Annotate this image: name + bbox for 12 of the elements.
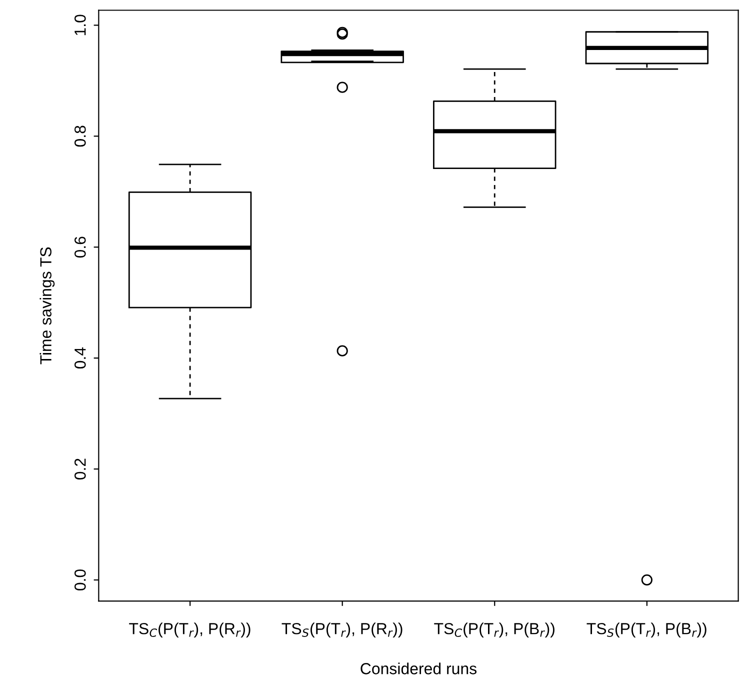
y-tick-label: 0.2	[74, 458, 86, 480]
x-axis-title: Considered runs	[360, 662, 477, 674]
y-tick-label: 0.8	[74, 126, 86, 147]
x-tick-label: TS$_{C}$(P(T$_{r}$), P(R$_{r}$))	[129, 622, 250, 638]
y-tick-label: 0.4	[74, 347, 86, 369]
x-tick-label: TS$_{S}$(P(T$_{r}$), P(B$_{r}$))	[586, 622, 706, 638]
x-tick-label: TS$_{S}$(P(T$_{r}$), P(R$_{r}$))	[282, 622, 402, 638]
y-tick-label: 0.6	[74, 236, 86, 258]
x-tick-label: TS$_{C}$(P(T$_{r}$), P(B$_{r}$))	[434, 622, 554, 638]
y-axis-title: Time savings TS	[40, 247, 55, 364]
y-tick-label: 1.0	[74, 14, 86, 36]
y-tick-label: 0.0	[74, 569, 86, 590]
